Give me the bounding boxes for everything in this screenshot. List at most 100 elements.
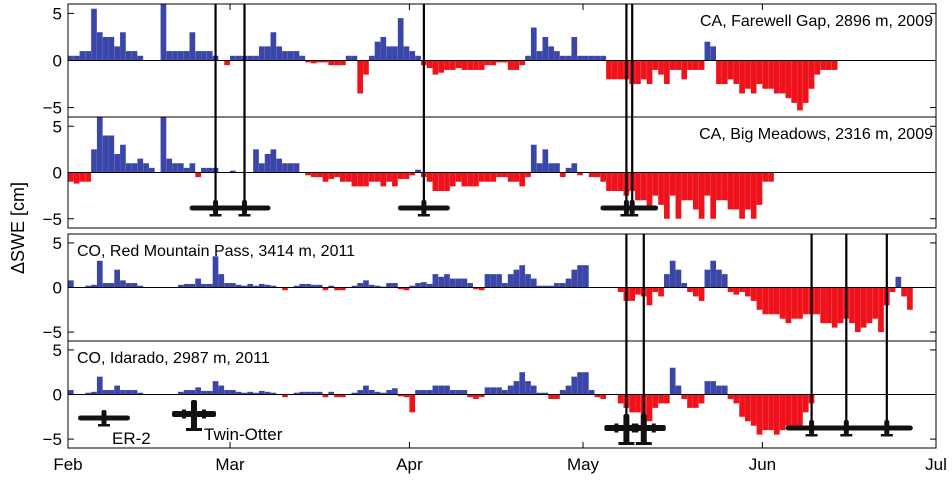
swe-bar	[334, 172, 340, 178]
swe-bar	[779, 394, 786, 431]
x-tick-label: Mar	[215, 455, 245, 474]
swe-bar	[120, 144, 126, 173]
swe-bar	[756, 172, 763, 205]
y-tick-label: 5	[53, 117, 62, 136]
swe-bar	[293, 163, 300, 173]
swe-bar	[571, 376, 578, 395]
swe-bar	[646, 60, 653, 85]
swe-bar	[756, 394, 763, 435]
swe-bar	[854, 287, 861, 333]
swe-bar	[583, 372, 589, 395]
swe-bar	[206, 390, 213, 395]
swe-bar	[768, 394, 774, 431]
swe-bar	[137, 392, 144, 395]
panel-label: CA, Farewell Gap, 2896 m, 2009	[700, 13, 933, 30]
swe-bar	[750, 287, 757, 301]
swe-bar	[513, 269, 520, 288]
swe-bar	[114, 385, 120, 395]
swe-bar	[247, 391, 254, 395]
swe-bar	[739, 60, 745, 94]
swe-bar	[727, 60, 734, 80]
swe-bar	[814, 287, 821, 315]
swe-bar	[548, 285, 554, 288]
swe-bar	[172, 51, 178, 61]
swe-bar	[264, 284, 271, 288]
swe-bar	[230, 170, 236, 173]
swe-bar	[334, 287, 340, 291]
swe-bar	[797, 60, 803, 111]
swe-bar	[577, 372, 583, 395]
swe-bar	[374, 391, 381, 395]
swe-bar	[449, 172, 456, 187]
swe-bar	[571, 269, 578, 288]
swe-bar	[339, 172, 346, 182]
swe-bar	[206, 167, 213, 173]
swe-bar	[860, 287, 867, 328]
swe-bar	[403, 172, 410, 179]
swe-bar	[114, 154, 120, 173]
swe-bar	[473, 287, 479, 290]
swe-bar	[727, 172, 734, 210]
swe-bar	[305, 172, 311, 176]
swe-bar	[264, 391, 271, 395]
swe-bar	[380, 172, 387, 187]
swe-bar	[802, 60, 809, 103]
swe-bar	[802, 394, 809, 413]
y-tick-label: 0	[53, 52, 62, 71]
swe-bar	[363, 60, 369, 75]
swe-bar	[218, 274, 225, 288]
swe-bar	[137, 55, 144, 61]
swe-bar	[652, 287, 659, 292]
swe-bar	[611, 172, 618, 191]
swe-bar	[311, 172, 317, 178]
swe-bar	[727, 394, 734, 399]
swe-bar	[698, 60, 705, 70]
swe-bar	[305, 60, 311, 63]
swe-bar	[322, 172, 329, 182]
swe-bar	[125, 51, 132, 61]
swe-bar	[554, 163, 560, 173]
swe-bar	[513, 172, 520, 182]
swe-bar	[160, 4, 167, 61]
swe-bar	[311, 284, 317, 288]
swe-bar	[559, 55, 566, 61]
swe-bar	[785, 394, 792, 426]
swe-bar	[270, 32, 277, 61]
swe-bar	[716, 385, 722, 395]
swe-bar	[588, 172, 595, 178]
swe-bar	[120, 390, 126, 395]
swe-bar	[345, 55, 352, 61]
swe-bar	[432, 60, 439, 75]
swe-bar	[125, 283, 132, 288]
swe-bar	[762, 287, 769, 315]
swe-bar	[380, 392, 387, 395]
swe-bar	[293, 51, 300, 61]
swe-bar	[206, 283, 213, 288]
swe-bar	[415, 390, 421, 395]
swe-bar	[351, 55, 358, 61]
swe-bar	[797, 287, 803, 319]
swe-bar	[820, 287, 826, 324]
swe-bar	[409, 394, 416, 413]
swe-bar	[658, 394, 664, 404]
swe-bar	[519, 60, 526, 66]
swe-bar	[322, 394, 329, 398]
swe-bar	[85, 172, 92, 182]
swe-bar	[502, 60, 508, 63]
swe-bar	[328, 285, 335, 288]
swe-bar	[270, 285, 277, 288]
swe-bar	[629, 287, 635, 301]
swe-bar	[351, 285, 358, 288]
swe-bar	[258, 46, 265, 61]
swe-bar	[681, 394, 688, 399]
swe-bar	[606, 172, 612, 191]
swe-bar	[374, 172, 381, 182]
swe-bar	[692, 394, 699, 408]
swe-bar	[195, 172, 201, 178]
swe-bar	[785, 60, 792, 99]
swe-bar	[403, 46, 410, 61]
swe-bar	[588, 390, 595, 395]
swe-bar	[368, 172, 375, 182]
panel-label: CA, Big Meadows, 2316 m, 2009	[699, 126, 933, 143]
swe-bar	[496, 172, 502, 178]
